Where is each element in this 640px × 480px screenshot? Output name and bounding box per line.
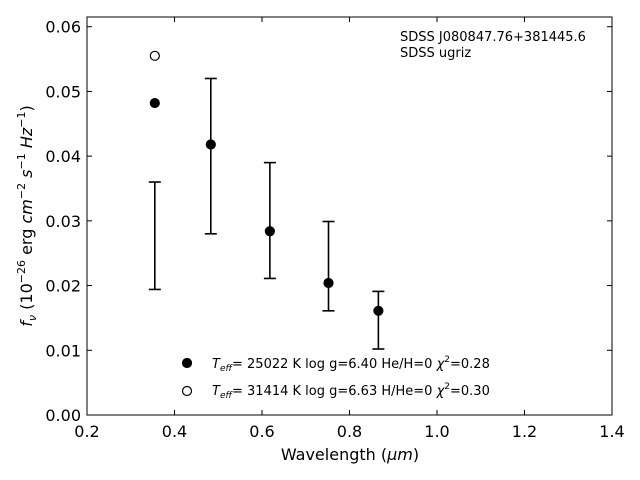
x-tick-label: 0.6 [249, 422, 274, 441]
legend-2-teff-sub: eff [220, 391, 234, 401]
x-tick-label: 0.4 [162, 422, 187, 441]
annotation-line-2: SDSS ugriz [400, 46, 471, 61]
data-point-filled [205, 139, 216, 150]
ticks-layer: 0.2 0.4 0.6 0.8 1.0 1.2 1.4 0.00 0.01 0.02 0.03 0.0… [45, 17, 625, 441]
legend-entry-1: Teff= 25022 K log g=6.40 He/H=0 χ2=0.28 [212, 355, 490, 374]
legend-entry-2: Teff= 31414 K log g=6.63 H/He=0 χ2=0.30 [212, 382, 490, 401]
y-tick-label: 0.01 [45, 341, 81, 360]
y-tick-label: 0.03 [45, 212, 81, 231]
x-tick-label: 0.8 [337, 422, 362, 441]
data-point-filled [264, 226, 275, 237]
error-bar [148, 181, 161, 291]
legend-1-chi: χ [436, 357, 446, 372]
legend-1-rest: = 25022 K log g=6.40 He/H=0 [232, 357, 437, 372]
y-tick-label: 0.06 [45, 18, 81, 37]
legend-2-teff: T [212, 384, 221, 399]
annotation: SDSS J080847.76+381445.6 SDSS ugriz [400, 30, 586, 61]
annotation-line-1: SDSS J080847.76+381445.6 [400, 30, 586, 45]
legend-marker-filled [181, 357, 193, 369]
y-tick-label: 0.00 [45, 406, 81, 425]
legend-1-chi-exp: 2 [444, 355, 450, 365]
x-tick-label: 1.4 [599, 422, 624, 441]
plot-frame [86, 16, 613, 416]
error-bar [204, 77, 217, 235]
data-point-open [149, 50, 160, 61]
x-tick-label: 1.0 [424, 422, 449, 441]
y-tick-label: 0.02 [45, 277, 81, 296]
legend-2-chi-val: =0.30 [450, 384, 490, 399]
error-bar [263, 161, 276, 280]
legend-1-teff: T [212, 357, 221, 372]
error-bar [372, 290, 385, 350]
legend-1-chi-val: =0.28 [450, 357, 490, 372]
points-layer [149, 50, 384, 316]
x-tick-label: 0.2 [74, 422, 99, 441]
data-point-filled [149, 97, 160, 109]
x-tick-label: 1.2 [512, 422, 537, 441]
legend: Teff= 25022 K log g=6.40 He/H=0 χ2=0.28 … [181, 355, 490, 401]
y-tick-label: 0.04 [45, 147, 81, 166]
legend-2-chi-exp: 2 [444, 382, 450, 392]
legend-1-teff-sub: eff [220, 364, 234, 374]
legend-2-rest: = 31414 K log g=6.63 H/He=0 [232, 384, 437, 399]
legend-2-chi: χ [436, 384, 446, 399]
error-bars-layer [148, 77, 385, 350]
data-point-filled [323, 277, 334, 289]
error-bar [322, 220, 335, 312]
y-tick-label: 0.05 [45, 82, 81, 101]
x-axis-label: Wavelength (μm) [281, 445, 419, 464]
legend-marker-open [181, 385, 193, 397]
y-axis-label: fν (10−26 erg cm−2 s−1 Hz−1) [15, 105, 39, 326]
data-point-filled [373, 305, 384, 316]
